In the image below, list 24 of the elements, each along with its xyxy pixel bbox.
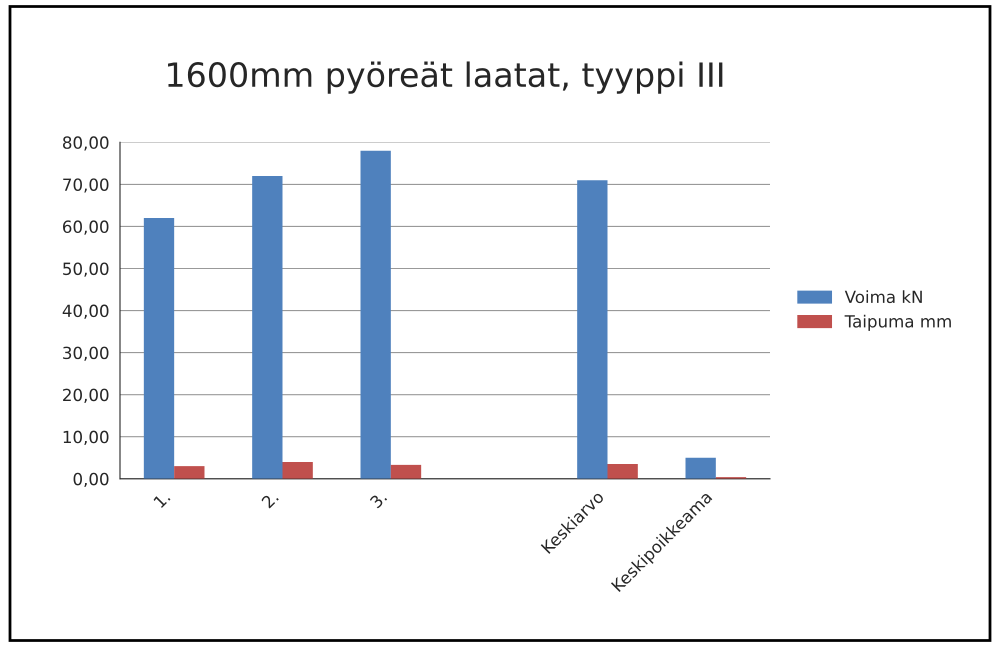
y-tick-label: 50,00: [63, 262, 108, 277]
bar: [252, 176, 282, 479]
bar: [144, 218, 174, 479]
x-tick-label: 3.: [369, 490, 388, 509]
bar: [282, 462, 313, 479]
y-tick-label: 40,00: [62, 304, 108, 319]
chart-title: 1600mm pyöreät laatat, tyyppi III: [168, 61, 722, 94]
bar: [608, 464, 638, 479]
legend-label: Taipuma mm: [844, 314, 951, 331]
bar: [174, 466, 204, 479]
y-tick-label: 30,00: [63, 346, 108, 361]
y-tick-label: 0,00: [74, 472, 108, 488]
x-tick-label: 1.: [153, 490, 170, 508]
bar: [577, 180, 608, 479]
bar: [390, 464, 422, 479]
y-tick-label: 10,00: [64, 430, 108, 445]
bar: [686, 458, 716, 479]
y-tick-label: 80,00: [63, 136, 108, 151]
x-tick-label: 2.: [260, 490, 279, 509]
y-tick-label: 60,00: [63, 220, 108, 235]
bar: [360, 150, 391, 479]
y-tick-label: 20,00: [63, 388, 108, 403]
y-tick-label: 70,00: [63, 178, 108, 193]
legend-label: Voima kN: [844, 290, 922, 304]
